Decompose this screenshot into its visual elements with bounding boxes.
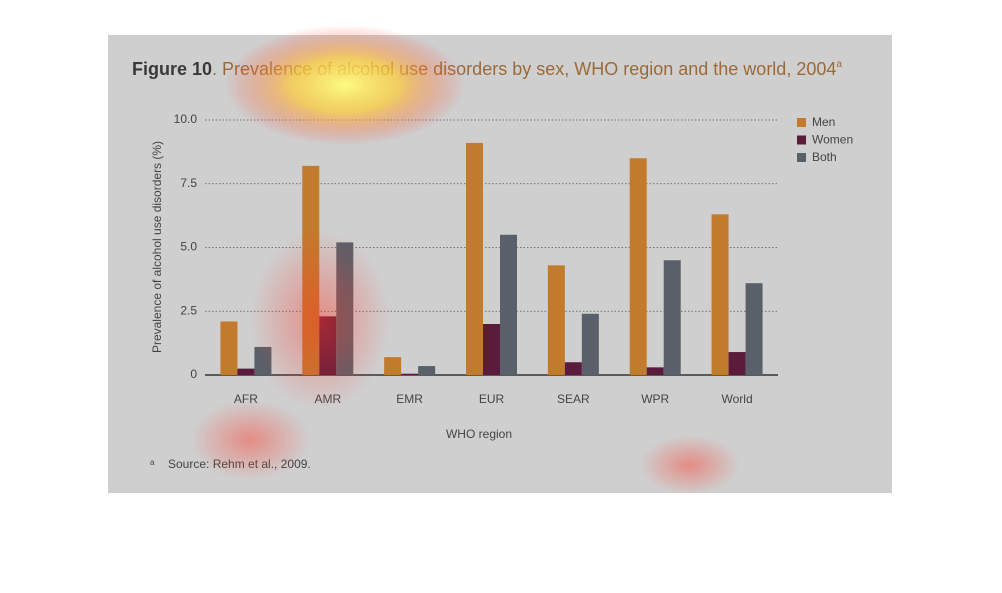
x-tick-label: SEAR <box>557 392 590 406</box>
bar <box>466 142 483 375</box>
y-tick-label: 10.0 <box>174 112 198 126</box>
bar <box>336 242 354 375</box>
bar <box>384 357 402 375</box>
bar <box>564 362 582 375</box>
bar <box>418 366 436 375</box>
x-tick-label: EMR <box>396 392 423 406</box>
bar <box>302 165 320 375</box>
y-tick-label: 0 <box>190 367 197 381</box>
x-tick-label: AFR <box>234 392 258 406</box>
footnote-marker: a <box>150 458 155 467</box>
x-tick-label: World <box>722 392 753 406</box>
y-tick-label: 7.5 <box>180 176 197 190</box>
bar <box>646 367 664 375</box>
legend-label: Women <box>812 133 853 147</box>
legend-label: Men <box>812 115 835 129</box>
title-label: Figure 10 <box>132 59 212 79</box>
bar <box>319 316 337 375</box>
legend-swatch <box>797 135 806 145</box>
bar <box>237 368 255 375</box>
bar <box>711 214 729 375</box>
bar <box>547 265 565 375</box>
x-tick-label: AMR <box>314 392 341 406</box>
bar <box>254 346 272 375</box>
bar <box>745 283 763 375</box>
legend-swatch <box>797 153 806 162</box>
x-tick-label: WPR <box>641 392 669 406</box>
legend-label: Both <box>812 150 837 164</box>
y-tick-label: 2.5 <box>180 303 197 317</box>
footnote: Source: Rehm et al., 2009. <box>168 457 311 471</box>
bar <box>401 373 419 375</box>
y-tick-label: 5.0 <box>180 240 197 254</box>
bar <box>728 352 746 375</box>
title-note: a <box>836 59 842 70</box>
legend-swatch <box>797 118 806 127</box>
y-axis-label: Prevalence of alcohol use disorders (%) <box>150 141 164 353</box>
bar <box>483 324 500 375</box>
bar <box>663 260 681 375</box>
x-tick-label: EUR <box>479 392 505 406</box>
bar <box>629 158 647 375</box>
title-text: . Prevalence of alcohol use disorders by… <box>212 59 836 79</box>
bar <box>220 321 238 375</box>
x-axis-label: WHO region <box>446 427 512 441</box>
chart-title: Figure 10. Prevalence of alcohol use dis… <box>132 59 842 79</box>
bar <box>581 313 599 375</box>
bar <box>500 234 517 375</box>
